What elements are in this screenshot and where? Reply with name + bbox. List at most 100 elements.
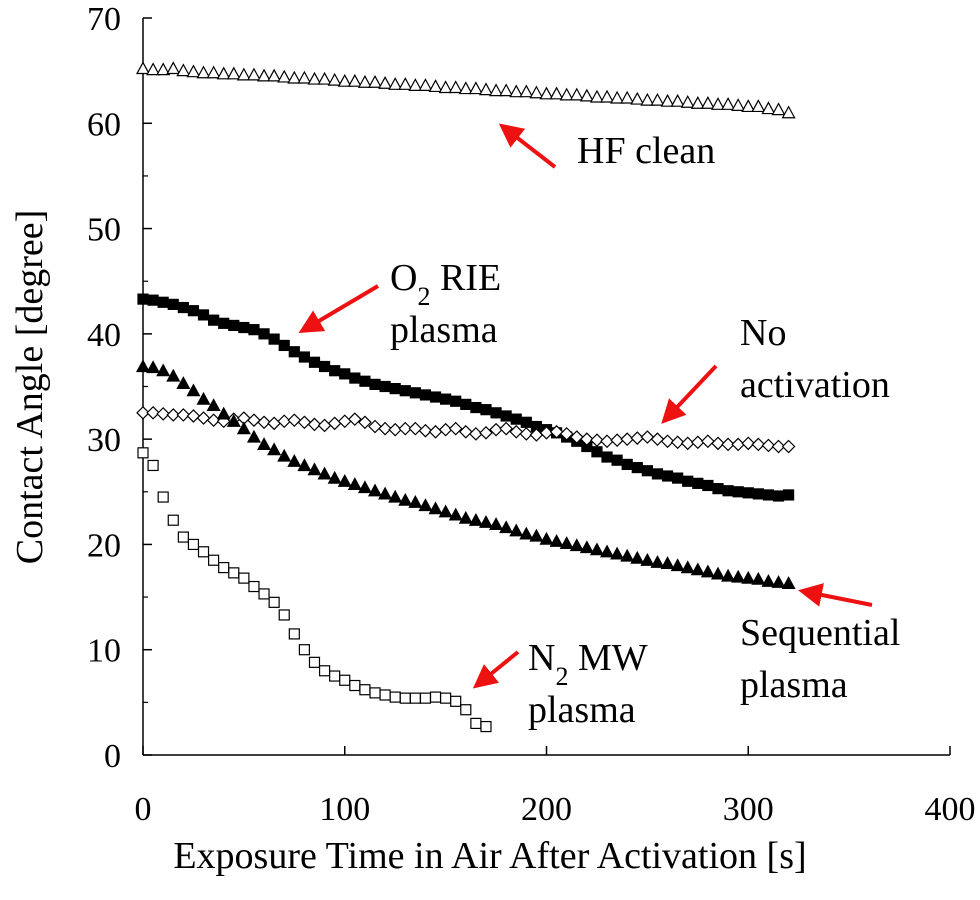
point	[197, 309, 210, 321]
point	[620, 548, 635, 562]
point	[450, 695, 462, 707]
point	[700, 96, 715, 109]
point	[337, 474, 352, 487]
point	[438, 504, 453, 518]
point	[218, 317, 230, 329]
point	[368, 419, 382, 434]
point	[469, 427, 483, 441]
point	[208, 314, 220, 326]
point	[268, 596, 280, 608]
point	[569, 538, 584, 552]
point	[166, 368, 181, 382]
point	[419, 692, 432, 704]
point	[660, 434, 675, 449]
point	[600, 544, 615, 558]
annotation: plasma	[390, 309, 498, 351]
point	[529, 528, 544, 542]
point	[297, 458, 312, 472]
point	[448, 421, 463, 436]
point	[408, 421, 423, 436]
annotation-text: MW	[568, 637, 647, 679]
point	[147, 294, 159, 306]
point	[327, 470, 342, 484]
point	[257, 68, 272, 82]
point	[781, 105, 796, 119]
point	[297, 415, 312, 430]
annotation-arrow	[661, 364, 718, 424]
point	[680, 94, 695, 108]
point	[781, 439, 796, 454]
y-tick-label: 10	[87, 633, 121, 670]
point	[440, 393, 452, 405]
point	[549, 86, 564, 100]
point	[359, 684, 371, 696]
point	[620, 90, 635, 104]
point	[277, 69, 292, 83]
point	[460, 398, 472, 410]
point	[228, 319, 240, 332]
point	[690, 435, 705, 450]
point	[670, 435, 685, 450]
point	[650, 92, 665, 106]
point	[347, 477, 362, 491]
point	[478, 515, 493, 528]
point	[580, 432, 594, 446]
point	[347, 412, 362, 426]
annotation-text: N	[528, 637, 555, 679]
point	[268, 333, 280, 345]
point	[458, 81, 473, 95]
point	[257, 415, 271, 430]
point	[470, 717, 482, 730]
point	[317, 418, 332, 433]
point	[651, 468, 664, 480]
annotation-text: plasma	[528, 689, 636, 731]
point	[762, 489, 775, 501]
point	[529, 85, 544, 99]
point	[458, 510, 473, 524]
point	[379, 380, 391, 393]
point	[318, 665, 331, 677]
point	[722, 485, 734, 497]
point	[197, 546, 210, 558]
point	[308, 656, 321, 668]
point	[156, 363, 171, 377]
point	[327, 416, 342, 431]
point	[408, 78, 423, 91]
annotation-arrow	[498, 123, 557, 169]
annotation-text: 2	[417, 282, 430, 311]
annotation-text: No	[740, 312, 786, 354]
point	[519, 84, 534, 98]
point	[429, 391, 442, 403]
y-tick-label: 0	[104, 738, 121, 775]
point	[166, 408, 181, 422]
point	[246, 67, 261, 81]
point	[238, 572, 250, 584]
point	[448, 507, 463, 521]
point	[630, 550, 645, 564]
point	[732, 486, 744, 498]
point	[670, 558, 685, 572]
point	[480, 404, 492, 416]
annotation-arrow	[472, 650, 520, 689]
point	[509, 424, 524, 439]
point	[519, 526, 534, 540]
point	[761, 574, 776, 587]
point	[206, 398, 221, 412]
point	[226, 413, 241, 427]
point	[267, 442, 282, 456]
point	[157, 296, 169, 308]
point	[418, 423, 433, 438]
point	[399, 385, 411, 397]
x-tick-label: 200	[521, 791, 572, 828]
point	[146, 62, 161, 76]
point	[236, 67, 251, 81]
annotation: No	[740, 312, 786, 354]
point	[329, 365, 341, 377]
point	[308, 356, 321, 368]
point	[761, 101, 776, 115]
point	[359, 375, 371, 387]
point	[156, 62, 171, 76]
annotation: activation	[740, 364, 890, 406]
point	[398, 421, 413, 436]
annotation-text: plasma	[390, 309, 498, 351]
